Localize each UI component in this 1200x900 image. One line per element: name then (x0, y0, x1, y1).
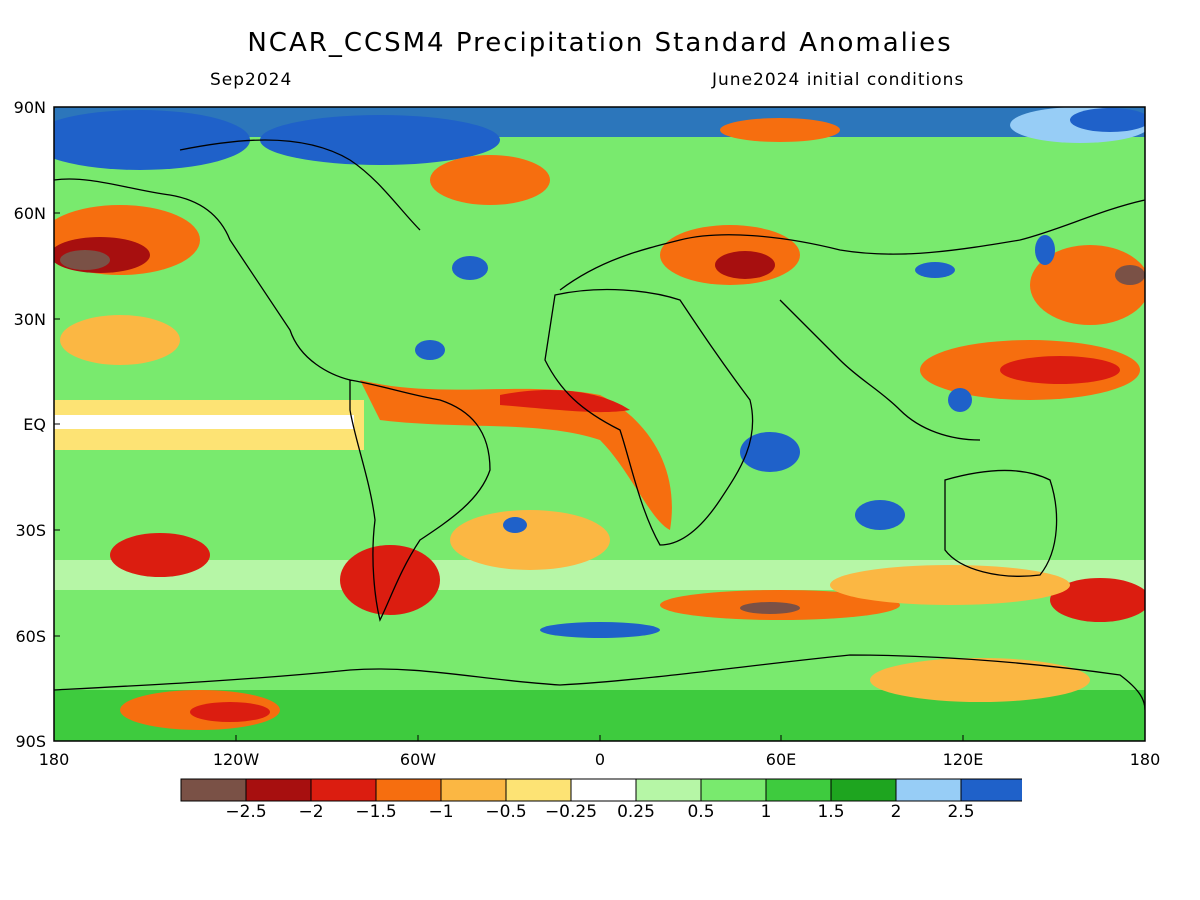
colorbar-tick-label: 1 (760, 802, 772, 822)
coastlines (54, 139, 1145, 711)
colorbar-swatch (830, 778, 897, 802)
colorbar-tick-label: −1 (428, 802, 454, 822)
colorbar-swatch (180, 778, 247, 802)
colorbar-tick-label: 2.5 (947, 802, 975, 822)
lat-label-60s: 60S (15, 627, 46, 646)
lat-label-60n: 60N (13, 204, 46, 223)
lon-label-60e: 60E (765, 750, 797, 769)
colorbar-tick-label: 0.5 (687, 802, 715, 822)
colorbar-swatch (245, 778, 312, 802)
lat-label-30s: 30S (15, 521, 46, 540)
colorbar-tick-label: −1.5 (355, 802, 397, 822)
lat-label-90s: 90S (15, 732, 46, 751)
colorbar-swatch (310, 778, 377, 802)
initial-conditions-label: June2024 initial conditions (712, 70, 965, 90)
colorbar-swatch (960, 778, 1022, 802)
anomaly-field (54, 107, 1145, 741)
lon-label-120w: 120W (212, 750, 260, 769)
lat-label-30n: 30N (13, 310, 46, 329)
colorbar-tick-label: 1.5 (817, 802, 845, 822)
lon-label-180e: 180 (1129, 750, 1161, 769)
lon-label-60w: 60W (399, 750, 437, 769)
map-title: NCAR_CCSM4 Precipitation Standard Anomal… (247, 28, 953, 58)
colorbar-swatch (895, 778, 962, 802)
colorbar-tick-label: 0.25 (617, 802, 655, 822)
axis-ticks (54, 212, 964, 741)
lat-label-eq: EQ (23, 415, 46, 434)
colorbar-swatch (700, 778, 767, 802)
lon-label-180w: 180 (38, 750, 70, 769)
colorbar-tick-label: −0.5 (485, 802, 527, 822)
colorbar-swatch (765, 778, 832, 802)
colorbar-tick-label: 2 (890, 802, 902, 822)
lon-label-0: 0 (594, 750, 606, 769)
colorbar (180, 778, 1022, 802)
valid-month-label: Sep2024 (210, 70, 293, 90)
lon-label-120e: 120E (942, 750, 984, 769)
colorbar-tick-label: −0.25 (544, 802, 598, 822)
colorbar-tick-label: −2.5 (225, 802, 267, 822)
colorbar-swatch (635, 778, 702, 802)
lat-label-90n: 90N (13, 98, 46, 117)
colorbar-swatch (375, 778, 442, 802)
colorbar-swatch (505, 778, 572, 802)
colorbar-tick-label: −2 (298, 802, 324, 822)
colorbar-swatch (570, 778, 637, 802)
colorbar-swatch (440, 778, 507, 802)
